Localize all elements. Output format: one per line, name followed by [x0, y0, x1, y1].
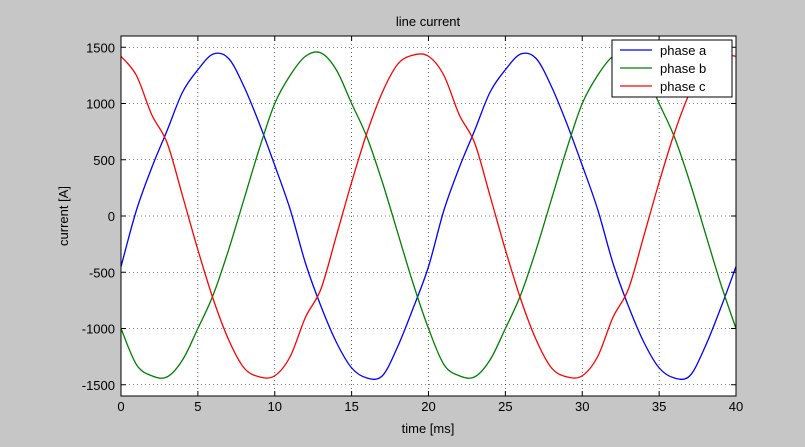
legend-label-phase-b: phase b	[660, 61, 706, 76]
axis-ticks: 0 5 10 15 20 25 30 35 40 -1500 -1000 -500 0 500 1000 15…	[82, 36, 743, 414]
series-line-phase-c	[120, 53, 737, 379]
y-tick-label: 0	[108, 209, 115, 224]
legend-label-phase-a: phase a	[660, 43, 707, 58]
legend: phase a phase b phase c	[611, 39, 733, 98]
y-axis-label: current [A]	[56, 186, 71, 246]
y-tick-label: -500	[89, 265, 115, 280]
y-tick-label: 1000	[86, 97, 115, 112]
x-tick-label: 30	[575, 399, 589, 414]
x-tick-label: 5	[194, 399, 201, 414]
legend-label-phase-c: phase c	[660, 79, 706, 94]
chart-title: line current	[396, 14, 461, 29]
x-tick-label: 35	[652, 399, 666, 414]
x-tick-label: 10	[268, 399, 282, 414]
y-tick-label: 500	[93, 153, 115, 168]
y-tick-label: -1000	[82, 322, 115, 337]
x-axis-label: time [ms]	[402, 421, 455, 436]
y-tick-label: 1500	[86, 40, 115, 55]
y-tick-label: -1500	[82, 378, 115, 393]
x-tick-label: 25	[498, 399, 512, 414]
x-tick-label: 20	[421, 399, 435, 414]
series-line-phase-a	[120, 52, 737, 380]
x-tick-label: 0	[117, 399, 124, 414]
x-tick-label: 40	[729, 399, 743, 414]
x-tick-label: 15	[344, 399, 358, 414]
